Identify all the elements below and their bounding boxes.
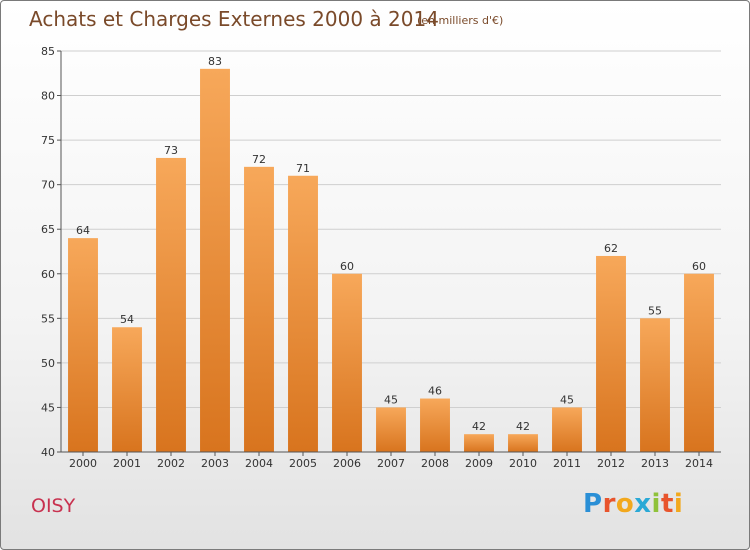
value-label-2000: 64 (76, 224, 90, 237)
logo-letter: i (673, 489, 684, 519)
x-tick-label-2001: 2001 (113, 457, 141, 470)
bar-2008 (420, 398, 450, 452)
x-tick-label-2014: 2014 (685, 457, 713, 470)
bar-2003 (200, 68, 230, 453)
bar-2009 (464, 434, 494, 452)
y-tick-label: 65 (41, 223, 55, 236)
bar-2014 (684, 273, 714, 452)
commune-name: OISY (31, 495, 76, 517)
logo-letter: o (615, 489, 635, 519)
bar-2000 (68, 238, 98, 452)
y-axis: 40 45 50 55 60 65 70 75 80 85 (41, 45, 62, 459)
x-tick-label-2000: 2000 (69, 457, 97, 470)
x-tick-label-2002: 2002 (157, 457, 185, 470)
x-tick-label-2013: 2013 (641, 457, 669, 470)
x-tick-label-2009: 2009 (465, 457, 493, 470)
x-axis: 2000 2001 2002 2003 2004 2005 2006 2007 2008 2009… (61, 451, 721, 470)
value-label-2004: 72 (252, 153, 266, 166)
bar-2002 (156, 157, 186, 452)
bar-2012 (596, 255, 626, 452)
y-tick-label: 75 (41, 134, 55, 147)
value-label-2005: 71 (296, 162, 310, 175)
bar-2006 (332, 273, 362, 452)
value-label-2003: 83 (208, 55, 222, 68)
y-tick-label: 60 (41, 268, 55, 281)
logo-letter: i (651, 489, 661, 519)
x-tick-label-2003: 2003 (201, 457, 229, 470)
value-label-2010: 42 (516, 420, 530, 433)
bar-2013 (640, 318, 670, 452)
logo-letter: r (602, 489, 616, 519)
x-tick-label-2007: 2007 (377, 457, 405, 470)
value-label-2002: 73 (164, 144, 178, 157)
value-labels: 64 54 73 83 72 71 60 45 46 42 42 45 62 55 60 (76, 55, 706, 433)
value-label-2007: 45 (384, 393, 398, 406)
value-label-2001: 54 (120, 313, 134, 326)
chart-unit: (en milliers d'€) (417, 14, 504, 27)
y-tick-label: 80 (41, 90, 55, 103)
x-tick-label-2004: 2004 (245, 457, 273, 470)
bar-2001 (112, 327, 142, 452)
value-label-2013: 55 (648, 304, 662, 317)
y-tick-label: 50 (41, 357, 55, 370)
value-label-2011: 45 (560, 393, 574, 406)
x-tick-label-2010: 2010 (509, 457, 537, 470)
bar-2007 (376, 407, 406, 452)
bar-2005 (288, 175, 318, 452)
x-tick-label-2011: 2011 (553, 457, 581, 470)
value-label-2012: 62 (604, 242, 618, 255)
bars (68, 68, 714, 453)
chart-title: Achats et Charges Externes 2000 à 2014 (29, 7, 439, 31)
y-tick-label: 45 (41, 401, 55, 414)
y-tick-label: 70 (41, 179, 55, 192)
y-tick-label: 55 (41, 312, 55, 325)
x-tick-label-2006: 2006 (333, 457, 361, 470)
x-tick-label-2005: 2005 (289, 457, 317, 470)
bar-2004 (244, 166, 274, 452)
value-label-2006: 60 (340, 260, 354, 273)
value-label-2008: 46 (428, 385, 442, 398)
logo-letter: x (634, 489, 652, 519)
value-label-2009: 42 (472, 420, 486, 433)
proxiti-logo: Proxiti (583, 489, 683, 519)
bar-2010 (508, 434, 538, 452)
logo-letter: t (660, 489, 674, 519)
x-tick-label-2012: 2012 (597, 457, 625, 470)
y-tick-label: 85 (41, 45, 55, 58)
x-tick-label-2008: 2008 (421, 457, 449, 470)
bar-2011 (552, 407, 582, 452)
logo-letter: P (583, 489, 603, 519)
y-tick-label: 40 (41, 446, 55, 459)
value-label-2014: 60 (692, 260, 706, 273)
